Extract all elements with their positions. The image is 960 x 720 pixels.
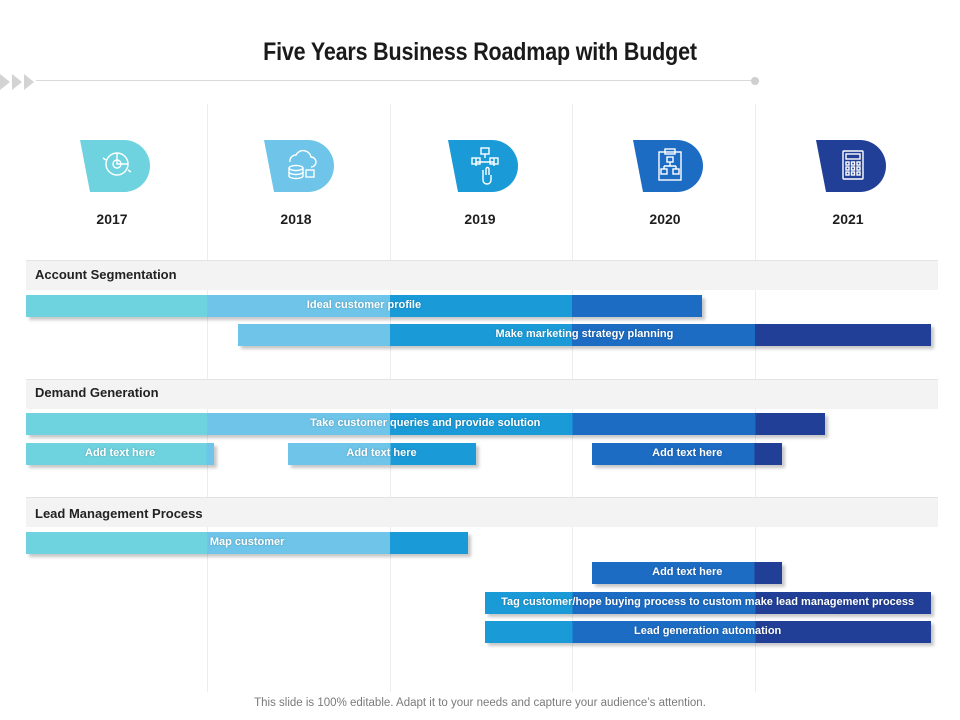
gantt-bar-label: Add text here [652,447,723,459]
section-band-account-segmentation [26,260,938,290]
gantt-bar[interactable]: Tag customer/hope buying process to cust… [484,592,931,614]
year-label-2018: 2018 [280,211,312,227]
gantt-bar-label: Add text here [652,566,723,578]
gantt-bar[interactable]: Add text here [592,562,783,584]
gantt-bar-label: Ideal customer profile [306,299,422,311]
gantt-bar-label: Add text here [346,447,417,459]
gantt-bar-label: Add text here [85,447,156,459]
slide-title: Five Years Business Roadmap with Budget [263,38,697,66]
pie-chart-gear-icon [80,140,150,192]
chevron-right-icon [24,74,34,90]
gantt-bar[interactable]: Add text here [287,443,476,465]
year-label-2017: 2017 [96,211,128,227]
year-label-2021: 2021 [832,211,864,227]
title-divider [36,80,756,81]
gantt-bar-label: Map customer [209,536,285,548]
gantt-bar[interactable]: Take customer queries and provide soluti… [26,413,825,435]
section-band-demand-generation [26,379,938,409]
gantt-bar[interactable]: Add text here [592,443,783,465]
section-label-lead-management: Lead Management Process [35,506,203,521]
calculator-icon [816,140,886,192]
section-band-lead-management [26,497,938,527]
gantt-bar[interactable]: Lead generation automation [484,621,931,643]
title-divider-dot [751,77,759,85]
year-label-2019: 2019 [464,211,496,227]
gantt-bar[interactable]: Ideal customer profile [26,295,702,317]
gantt-bar-label: Make marketing strategy planning [495,328,674,340]
gantt-bar[interactable]: Map customer [26,532,469,554]
gantt-bar[interactable]: Add text here [26,443,215,465]
section-label-account-segmentation: Account Segmentation [35,267,177,282]
flowchart-hand-icon [448,140,518,192]
clipboard-org-chart-icon [633,140,703,192]
year-label-2020: 2020 [649,211,681,227]
footer-note: This slide is 100% editable. Adapt it to… [254,697,706,709]
chevron-right-icon [12,74,22,90]
gantt-bar[interactable]: Make marketing strategy planning [238,324,931,346]
cloud-database-icon [264,140,334,192]
gantt-bar-label: Take customer queries and provide soluti… [310,417,541,429]
gantt-bar-label: Lead generation automation [633,625,782,637]
section-label-demand-generation: Demand Generation [35,385,159,400]
chevron-right-icon [0,74,10,90]
gantt-bar-label: Tag customer/hope buying process to cust… [501,596,915,608]
